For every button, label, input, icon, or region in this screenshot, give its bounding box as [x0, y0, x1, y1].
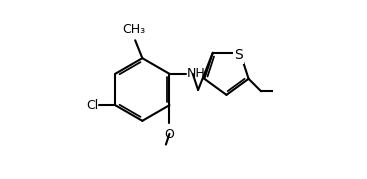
Text: S: S	[234, 49, 243, 62]
Text: CH₃: CH₃	[123, 23, 146, 36]
Text: O: O	[164, 129, 174, 141]
Text: Cl: Cl	[86, 99, 98, 112]
Text: NH: NH	[186, 67, 205, 80]
